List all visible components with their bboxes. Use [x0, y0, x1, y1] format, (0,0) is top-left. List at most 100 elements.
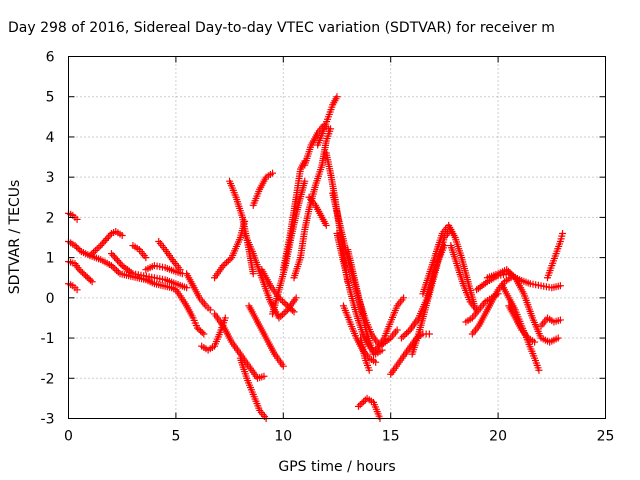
data-point [106, 231, 114, 239]
data-point [535, 366, 543, 374]
data-point [278, 311, 286, 319]
data-point [358, 399, 366, 407]
data-series [107, 250, 191, 292]
chart-title: Day 298 of 2016, Sidereal Day-to-day VTE… [8, 20, 555, 36]
data-point [249, 270, 257, 278]
data-point [73, 286, 81, 294]
data-point [425, 330, 433, 338]
data-point [221, 314, 229, 322]
x-tick-label: 20 [489, 429, 507, 445]
data-series [354, 394, 384, 422]
data-point [103, 235, 111, 243]
x-axis-label: GPS time / hours [278, 459, 395, 475]
data-point [403, 329, 411, 337]
data-point [280, 299, 288, 307]
data-series [183, 270, 214, 314]
data-point [510, 272, 518, 280]
data-series [305, 193, 330, 229]
data-point [287, 305, 295, 313]
data-point [88, 278, 96, 286]
data-point [87, 276, 95, 284]
data-point [91, 247, 99, 255]
data-point [280, 309, 288, 317]
data-point [95, 243, 103, 251]
data-point [531, 338, 539, 346]
data-series [372, 294, 408, 354]
data-point [200, 330, 208, 338]
data-point [198, 329, 206, 337]
data-series [290, 125, 335, 282]
y-tick-label: 5 [46, 90, 55, 106]
data-series [483, 266, 562, 346]
plot-frame [68, 56, 606, 419]
data-point [93, 245, 101, 253]
data-series [65, 258, 96, 286]
data-point [506, 269, 514, 277]
x-tick-label: 10 [274, 429, 292, 445]
data-series [211, 310, 268, 382]
data-point [356, 401, 364, 409]
data-point [111, 265, 119, 273]
x-tick-label: 25 [597, 429, 615, 445]
data-point [73, 243, 81, 251]
data-point [279, 362, 287, 370]
data-series [236, 354, 270, 422]
data-point [74, 245, 82, 253]
data-series [245, 302, 287, 370]
data-point [114, 268, 122, 276]
data-series [314, 93, 341, 149]
data-point [277, 312, 285, 320]
y-tick-label: 6 [46, 50, 55, 66]
data-point [288, 306, 296, 314]
data-point [269, 169, 277, 177]
data-point [118, 231, 126, 239]
x-tick-label: 5 [171, 429, 180, 445]
data-point [301, 177, 309, 185]
data-series [387, 330, 433, 378]
data-point [224, 257, 232, 265]
data-point [226, 255, 234, 263]
data-point [112, 255, 120, 263]
data-series [155, 238, 184, 274]
y-tick-label: -2 [41, 371, 55, 387]
data-point [104, 233, 112, 241]
data-series [65, 209, 81, 223]
data-series [408, 242, 448, 358]
data-series [357, 334, 373, 374]
data-point [360, 398, 368, 406]
data-point [504, 267, 512, 275]
data-point [556, 316, 564, 324]
data-point [176, 266, 184, 274]
data-point [333, 93, 341, 101]
data-marks [65, 93, 567, 422]
data-point [193, 324, 201, 332]
data-point [183, 284, 191, 292]
data-point [100, 238, 108, 246]
data-point [98, 240, 106, 248]
data-point [503, 266, 511, 274]
data-point [260, 372, 268, 380]
x-tick-label: 0 [64, 429, 73, 445]
data-series [142, 262, 186, 278]
data-point [77, 267, 85, 275]
x-tick-label: 15 [382, 429, 400, 445]
data-point [401, 331, 409, 339]
data-point [117, 260, 125, 268]
data-point [83, 273, 91, 281]
y-tick-label: 4 [46, 130, 55, 146]
data-point [292, 294, 300, 302]
data-point [111, 253, 119, 261]
data-point [275, 314, 283, 322]
data-point [556, 282, 564, 290]
data-series [129, 242, 150, 262]
data-series [447, 242, 481, 314]
data-series [544, 229, 567, 282]
data-series [65, 238, 180, 294]
data-point [559, 229, 567, 237]
data-point [508, 271, 516, 279]
data-point [76, 246, 84, 254]
data-point [113, 266, 121, 274]
data-point [397, 334, 405, 342]
data-series [226, 177, 257, 278]
data-point [372, 358, 380, 366]
